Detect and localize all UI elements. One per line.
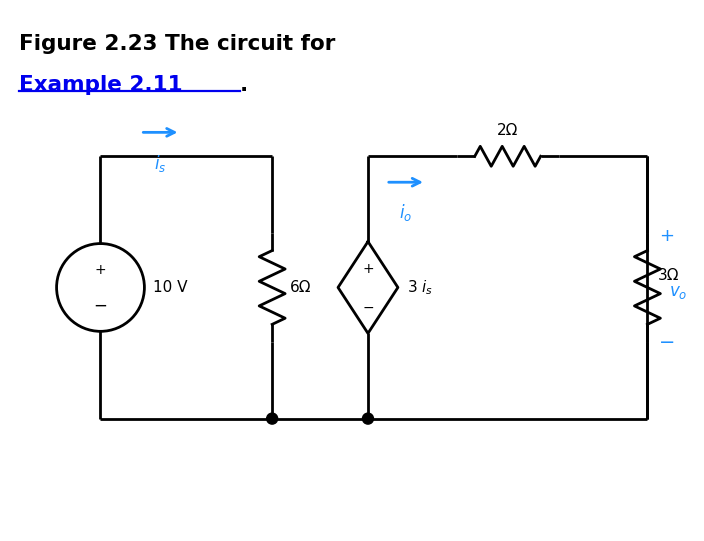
- Text: −: −: [660, 333, 676, 352]
- Text: Example 2.11: Example 2.11: [19, 75, 182, 95]
- Text: +: +: [362, 261, 374, 275]
- Text: Figure 2.23 The circuit for: Figure 2.23 The circuit for: [19, 34, 335, 54]
- Text: −: −: [94, 296, 108, 314]
- Text: −: −: [362, 300, 374, 314]
- Text: $v_o$: $v_o$: [670, 283, 688, 301]
- Text: +: +: [660, 227, 674, 245]
- Text: .: .: [240, 75, 249, 95]
- Text: 6Ω: 6Ω: [290, 280, 312, 295]
- Text: 2Ω: 2Ω: [497, 123, 518, 138]
- Text: 3Ω: 3Ω: [658, 268, 679, 283]
- Text: 3 $i_s$: 3 $i_s$: [407, 278, 433, 297]
- Text: 10 V: 10 V: [153, 280, 188, 295]
- Text: +: +: [94, 263, 106, 278]
- Circle shape: [363, 413, 373, 424]
- Circle shape: [267, 413, 277, 424]
- Text: $i_o$: $i_o$: [399, 202, 413, 223]
- Text: $i_s$: $i_s$: [154, 153, 167, 174]
